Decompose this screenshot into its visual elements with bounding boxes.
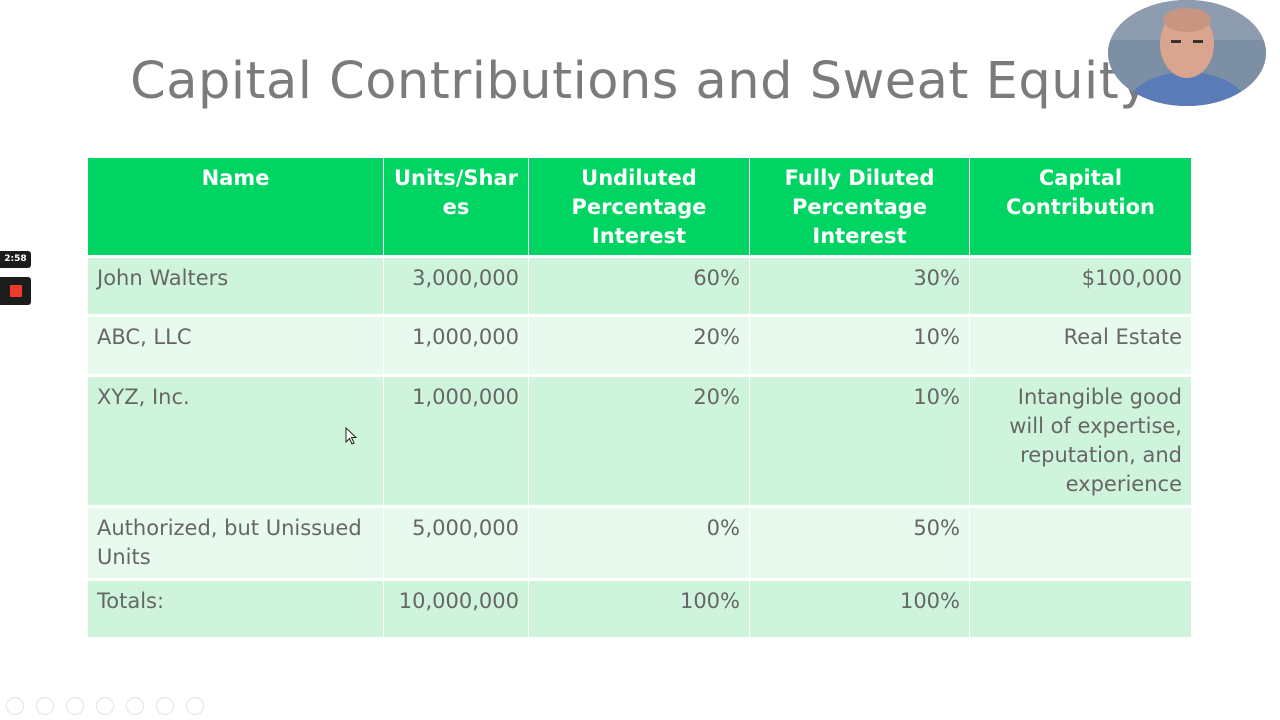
cell-capital: Real Estate <box>970 314 1191 374</box>
cell-undiluted: 100% <box>529 578 750 637</box>
table-row: ABC, LLC 1,000,000 20% 10% Real Estate <box>88 314 1191 374</box>
table-row-totals: Totals: 10,000,000 100% 100% <box>88 578 1191 637</box>
cell-undiluted: 20% <box>529 374 750 505</box>
cell-name: Totals: <box>88 578 384 637</box>
table-row: XYZ, Inc. 1,000,000 20% 10% Intangible g… <box>88 374 1191 505</box>
capital-table: Name Units/Shar es Undiluted Percentage … <box>88 158 1191 637</box>
cell-fully-diluted: 10% <box>750 314 970 374</box>
cell-units: 1,000,000 <box>384 374 529 505</box>
cell-capital <box>970 578 1191 637</box>
previous-slide-icon[interactable] <box>6 697 24 715</box>
cell-name: XYZ, Inc. <box>88 374 384 505</box>
header-units: Units/Shar es <box>384 158 529 255</box>
cell-units: 3,000,000 <box>384 255 529 314</box>
cell-undiluted: 20% <box>529 314 750 374</box>
cell-undiluted: 0% <box>529 505 750 578</box>
next-slide-icon[interactable] <box>36 697 54 715</box>
cell-name: Authorized, but Unissued Units <box>88 505 384 578</box>
mouse-pointer-icon <box>345 427 358 445</box>
header-fully-diluted: Fully Diluted Percentage Interest <box>750 158 970 255</box>
header-name: Name <box>88 158 384 255</box>
zoom-icon[interactable] <box>126 697 144 715</box>
presenter-video <box>1108 0 1266 106</box>
cell-capital: $100,000 <box>970 255 1191 314</box>
table-row: Authorized, but Unissued Units 5,000,000… <box>88 505 1191 578</box>
pen-icon[interactable] <box>66 697 84 715</box>
cell-units: 5,000,000 <box>384 505 529 578</box>
cell-capital: Intangible good will of expertise, reput… <box>970 374 1191 505</box>
table-header-row: Name Units/Shar es Undiluted Percentage … <box>88 158 1191 255</box>
header-undiluted: Undiluted Percentage Interest <box>529 158 750 255</box>
cell-fully-diluted: 10% <box>750 374 970 505</box>
webcam-overlay <box>1108 0 1266 106</box>
subtitles-icon[interactable] <box>156 697 174 715</box>
cell-fully-diluted: 100% <box>750 578 970 637</box>
cell-name: John Walters <box>88 255 384 314</box>
cell-fully-diluted: 50% <box>750 505 970 578</box>
table-row: John Walters 3,000,000 60% 30% $100,000 <box>88 255 1191 314</box>
see-all-slides-icon[interactable] <box>96 697 114 715</box>
slide-title: Capital Contributions and Sweat Equity <box>130 52 1150 111</box>
cell-units: 1,000,000 <box>384 314 529 374</box>
cell-units: 10,000,000 <box>384 578 529 637</box>
cell-fully-diluted: 30% <box>750 255 970 314</box>
stop-recording-button[interactable] <box>0 277 31 305</box>
recording-timer: 2:58 <box>0 251 31 268</box>
slideshow-toolbar <box>6 697 204 715</box>
cell-capital <box>970 505 1191 578</box>
more-options-icon[interactable] <box>186 697 204 715</box>
cell-undiluted: 60% <box>529 255 750 314</box>
header-capital-contribution: Capital Contribution <box>970 158 1191 255</box>
stop-icon <box>10 285 22 297</box>
cell-name: ABC, LLC <box>88 314 384 374</box>
